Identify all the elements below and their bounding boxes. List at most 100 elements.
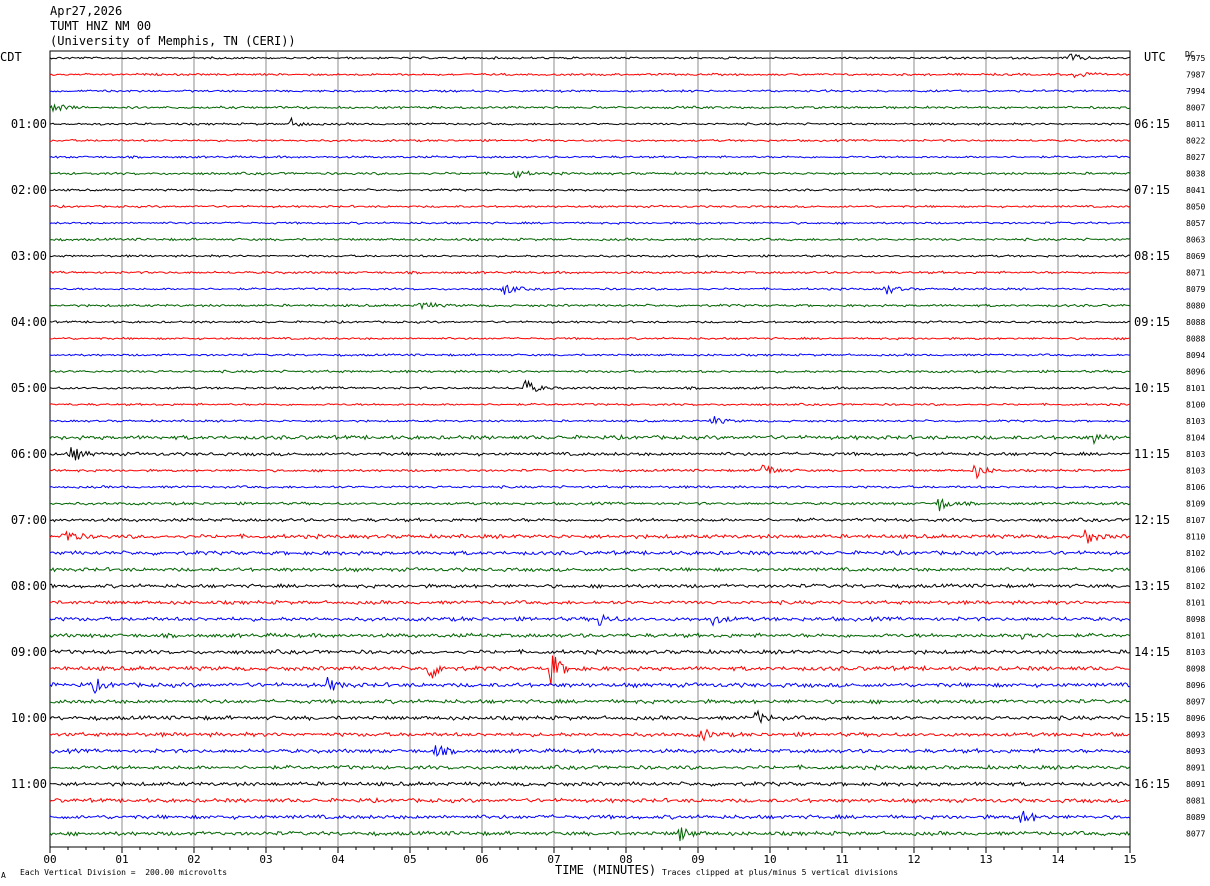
x-tick-label: 14 [1051, 853, 1065, 866]
trace-line [49, 529, 1131, 544]
trace-line [49, 484, 1131, 490]
trace-line [49, 447, 1130, 461]
dc-offset-value: 8103 [1186, 467, 1205, 476]
dc-offset-value: 8110 [1186, 533, 1205, 542]
trace-line [49, 369, 1130, 374]
trace-line [49, 632, 1131, 641]
x-tick-label: 05 [403, 853, 416, 866]
cdt-hour-label: 10:00 [11, 711, 47, 725]
x-tick-label: 12 [907, 853, 920, 866]
plot-date: Apr27,2026 [50, 4, 123, 18]
trace-line [49, 353, 1131, 357]
trace-line [49, 566, 1131, 573]
x-tick-label: 01 [115, 853, 128, 866]
trace-line [49, 402, 1131, 407]
trace-line [49, 170, 1131, 179]
dc-offset-value: 8096 [1186, 714, 1205, 723]
trace-line [49, 827, 1131, 842]
dc-offset-value: 8094 [1186, 351, 1205, 360]
dc-offset-value: 8093 [1186, 747, 1205, 756]
trace-line [49, 71, 1130, 79]
trace-line [50, 599, 1131, 606]
x-tick-label: 07 [547, 853, 560, 866]
trace-line [49, 676, 1131, 695]
x-tick-label: 15 [1123, 853, 1136, 866]
dc-offset-value: 8057 [1186, 219, 1205, 228]
trace-line [49, 301, 1131, 311]
utc-hour-label: 14:15 [1134, 645, 1170, 659]
utc-hour-label: 13:15 [1134, 579, 1170, 593]
dc-offset-value: 8071 [1186, 269, 1205, 278]
utc-hour-label: 12:15 [1134, 513, 1170, 527]
dc-offset-value: 8103 [1186, 417, 1205, 426]
trace-line [49, 709, 1131, 725]
utc-hour-label: 11:15 [1134, 447, 1170, 461]
utc-hour-label: 08:15 [1134, 249, 1170, 263]
station-code: TUMT HNZ NM 00 [50, 19, 152, 33]
trace-line [49, 270, 1131, 275]
dc-offset-value: 8093 [1186, 731, 1205, 740]
dc-offset-value: 8103 [1186, 450, 1205, 459]
x-tick-label: 11 [835, 853, 848, 866]
utc-hour-label: 10:15 [1134, 381, 1170, 395]
dc-offset-value: 8007 [1186, 104, 1205, 113]
clip-note: Traces clipped at plus/minus 5 vertical … [662, 868, 899, 877]
dc-offset-value: 8100 [1186, 401, 1205, 410]
dc-offset-value: 8096 [1186, 681, 1205, 690]
dc-offset-value: 8077 [1186, 830, 1205, 839]
dc-offset-value: 8106 [1186, 566, 1205, 575]
trace-line [49, 319, 1130, 324]
x-tick-label: 13 [979, 853, 992, 866]
dc-offset-value: 7994 [1186, 87, 1205, 96]
dc-offset-value: 8041 [1186, 186, 1205, 195]
trace-line [49, 188, 1131, 192]
dc-offset-value: 8088 [1186, 318, 1205, 327]
trace-line [49, 549, 1131, 557]
trace-line [49, 379, 1131, 392]
trace-line [49, 103, 1131, 113]
dc-offset-value: 8101 [1186, 384, 1205, 393]
trace-line [49, 138, 1131, 143]
x-tick-label: 09 [691, 853, 704, 866]
cdt-hour-label: 05:00 [11, 381, 47, 395]
cdt-hour-label: 02:00 [11, 183, 47, 197]
trace-line [49, 517, 1131, 523]
cdt-hour-label: 03:00 [11, 249, 47, 263]
utc-hour-label: 16:15 [1134, 777, 1170, 791]
cdt-hour-label: 07:00 [11, 513, 47, 527]
trace-line [49, 698, 1131, 705]
dc-offset-value: 8027 [1186, 153, 1205, 162]
trace-line [49, 254, 1131, 258]
dc-offset-value: 8080 [1186, 302, 1205, 311]
trace-line [49, 237, 1131, 242]
cdt-hour-label: 06:00 [11, 447, 47, 461]
dc-offset-value: 8050 [1186, 203, 1205, 212]
dc-offset-value: 8098 [1186, 615, 1205, 624]
trace-line [49, 764, 1131, 771]
dc-offset-value: 8101 [1186, 599, 1205, 608]
x-tick-label: 03 [259, 853, 272, 866]
dc-offset-value: 8011 [1186, 120, 1205, 129]
cdt-hour-label: 09:00 [11, 645, 47, 659]
utc-hour-label: 06:15 [1134, 117, 1170, 131]
dc-offset-value: 8022 [1186, 137, 1205, 146]
dc-offset-value: 8079 [1186, 285, 1205, 294]
dc-offset-value: 8089 [1186, 813, 1205, 822]
trace-line [49, 116, 1131, 127]
dc-offset-value: 8104 [1186, 434, 1205, 443]
plot-frame [49, 50, 1131, 848]
cdt-hour-label: 04:00 [11, 315, 47, 329]
trace-line [49, 810, 1131, 823]
trace-line [49, 433, 1131, 446]
trace-line [49, 648, 1131, 656]
dc-offset-value: 8109 [1186, 500, 1205, 509]
x-tick-label: 04 [331, 853, 345, 866]
corner-mark: A [1, 871, 6, 880]
dc-offset-value: 8102 [1186, 549, 1205, 558]
x-tick-label: 10 [763, 853, 776, 866]
x-axis-label: TIME (MINUTES) [555, 863, 657, 877]
trace-line [49, 155, 1131, 160]
trace-line [49, 728, 1131, 742]
dc-offset-value: 8106 [1186, 483, 1205, 492]
scale-note: Each Vertical Division = 200.00 microvol… [20, 868, 228, 877]
